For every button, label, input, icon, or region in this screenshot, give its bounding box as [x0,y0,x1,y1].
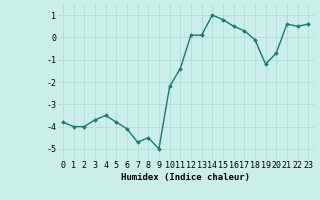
X-axis label: Humidex (Indice chaleur): Humidex (Indice chaleur) [121,173,250,182]
